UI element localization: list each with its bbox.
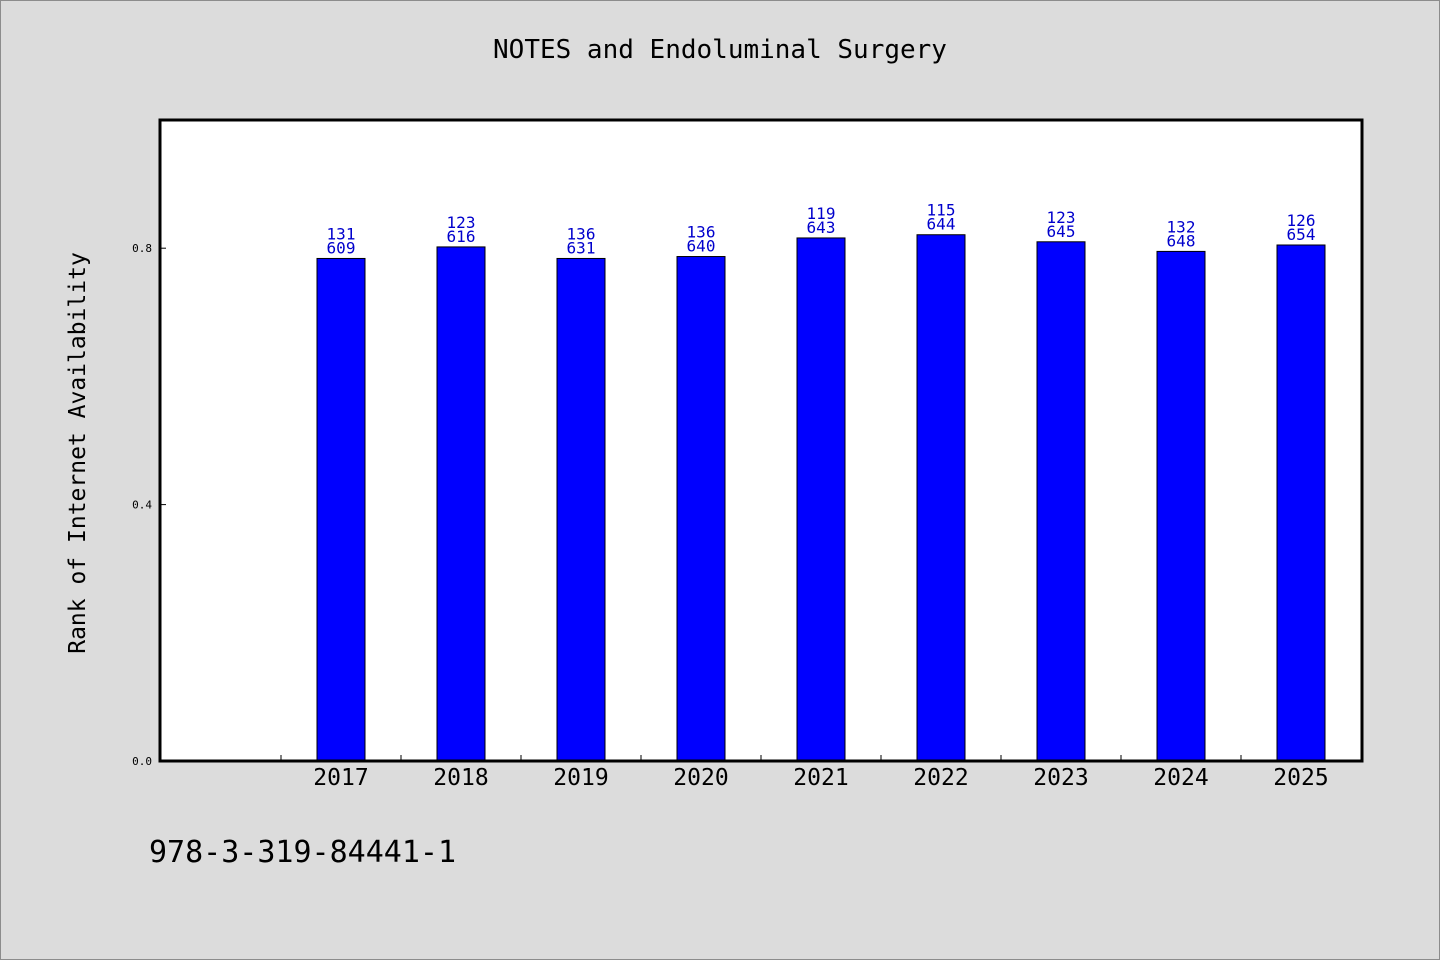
x-tick-label: 2025 (1273, 765, 1328, 791)
y-tick-label: 0.4 (132, 499, 152, 512)
bars-layer (316, 234, 1326, 762)
bar-label-bottom: 648 (1167, 231, 1196, 250)
chart-title: NOTES and Endoluminal Surgery (493, 35, 947, 65)
bar-label-top: 136 (567, 224, 596, 243)
label-layer: 2017609131201861612320196311362020640136… (313, 201, 1328, 791)
bar-label-top: 123 (1047, 208, 1076, 227)
bar (676, 256, 726, 762)
bar-label-top: 132 (1167, 217, 1196, 236)
bar (1036, 241, 1086, 762)
x-tick-label: 2020 (673, 765, 728, 791)
plot-frame (158, 118, 1364, 763)
bar (916, 234, 966, 762)
x-tick-label: 2018 (433, 765, 488, 791)
bar-label-bottom: 631 (567, 238, 596, 257)
bar-label-top: 115 (927, 201, 956, 220)
bar (1276, 244, 1326, 762)
bar-label-top: 136 (687, 223, 716, 242)
y-tick-label: 0.0 (132, 755, 152, 768)
bar-label-bottom: 643 (807, 218, 836, 237)
x-tick-label: 2022 (913, 765, 968, 791)
bar (316, 257, 366, 762)
bar-label-bottom: 616 (447, 227, 476, 246)
bar-label-bottom: 654 (1287, 225, 1316, 244)
x-tick-label: 2017 (313, 765, 368, 791)
bar-label-top: 123 (447, 213, 476, 232)
x-tick-label: 2019 (553, 765, 608, 791)
y-axis-label: Rank of Internet Availability (65, 252, 91, 654)
bar (1156, 250, 1206, 762)
x-tick-label: 2021 (793, 765, 848, 791)
isbn-footnote: 978-3-319-84441-1 (149, 835, 457, 870)
y-tick-label: 0.8 (132, 242, 152, 255)
bar (436, 246, 486, 762)
x-tick-label: 2024 (1153, 765, 1208, 791)
bar (796, 237, 846, 762)
bar-label-bottom: 645 (1047, 222, 1076, 241)
bar-label-bottom: 644 (927, 215, 956, 234)
bar-label-bottom: 609 (327, 238, 356, 257)
bar-label-bottom: 640 (687, 237, 716, 256)
bar-label-top: 126 (1287, 211, 1316, 230)
x-tick-label: 2023 (1033, 765, 1088, 791)
bar-label-top: 131 (327, 224, 356, 243)
bar (556, 257, 606, 762)
bar-label-top: 119 (807, 204, 836, 223)
